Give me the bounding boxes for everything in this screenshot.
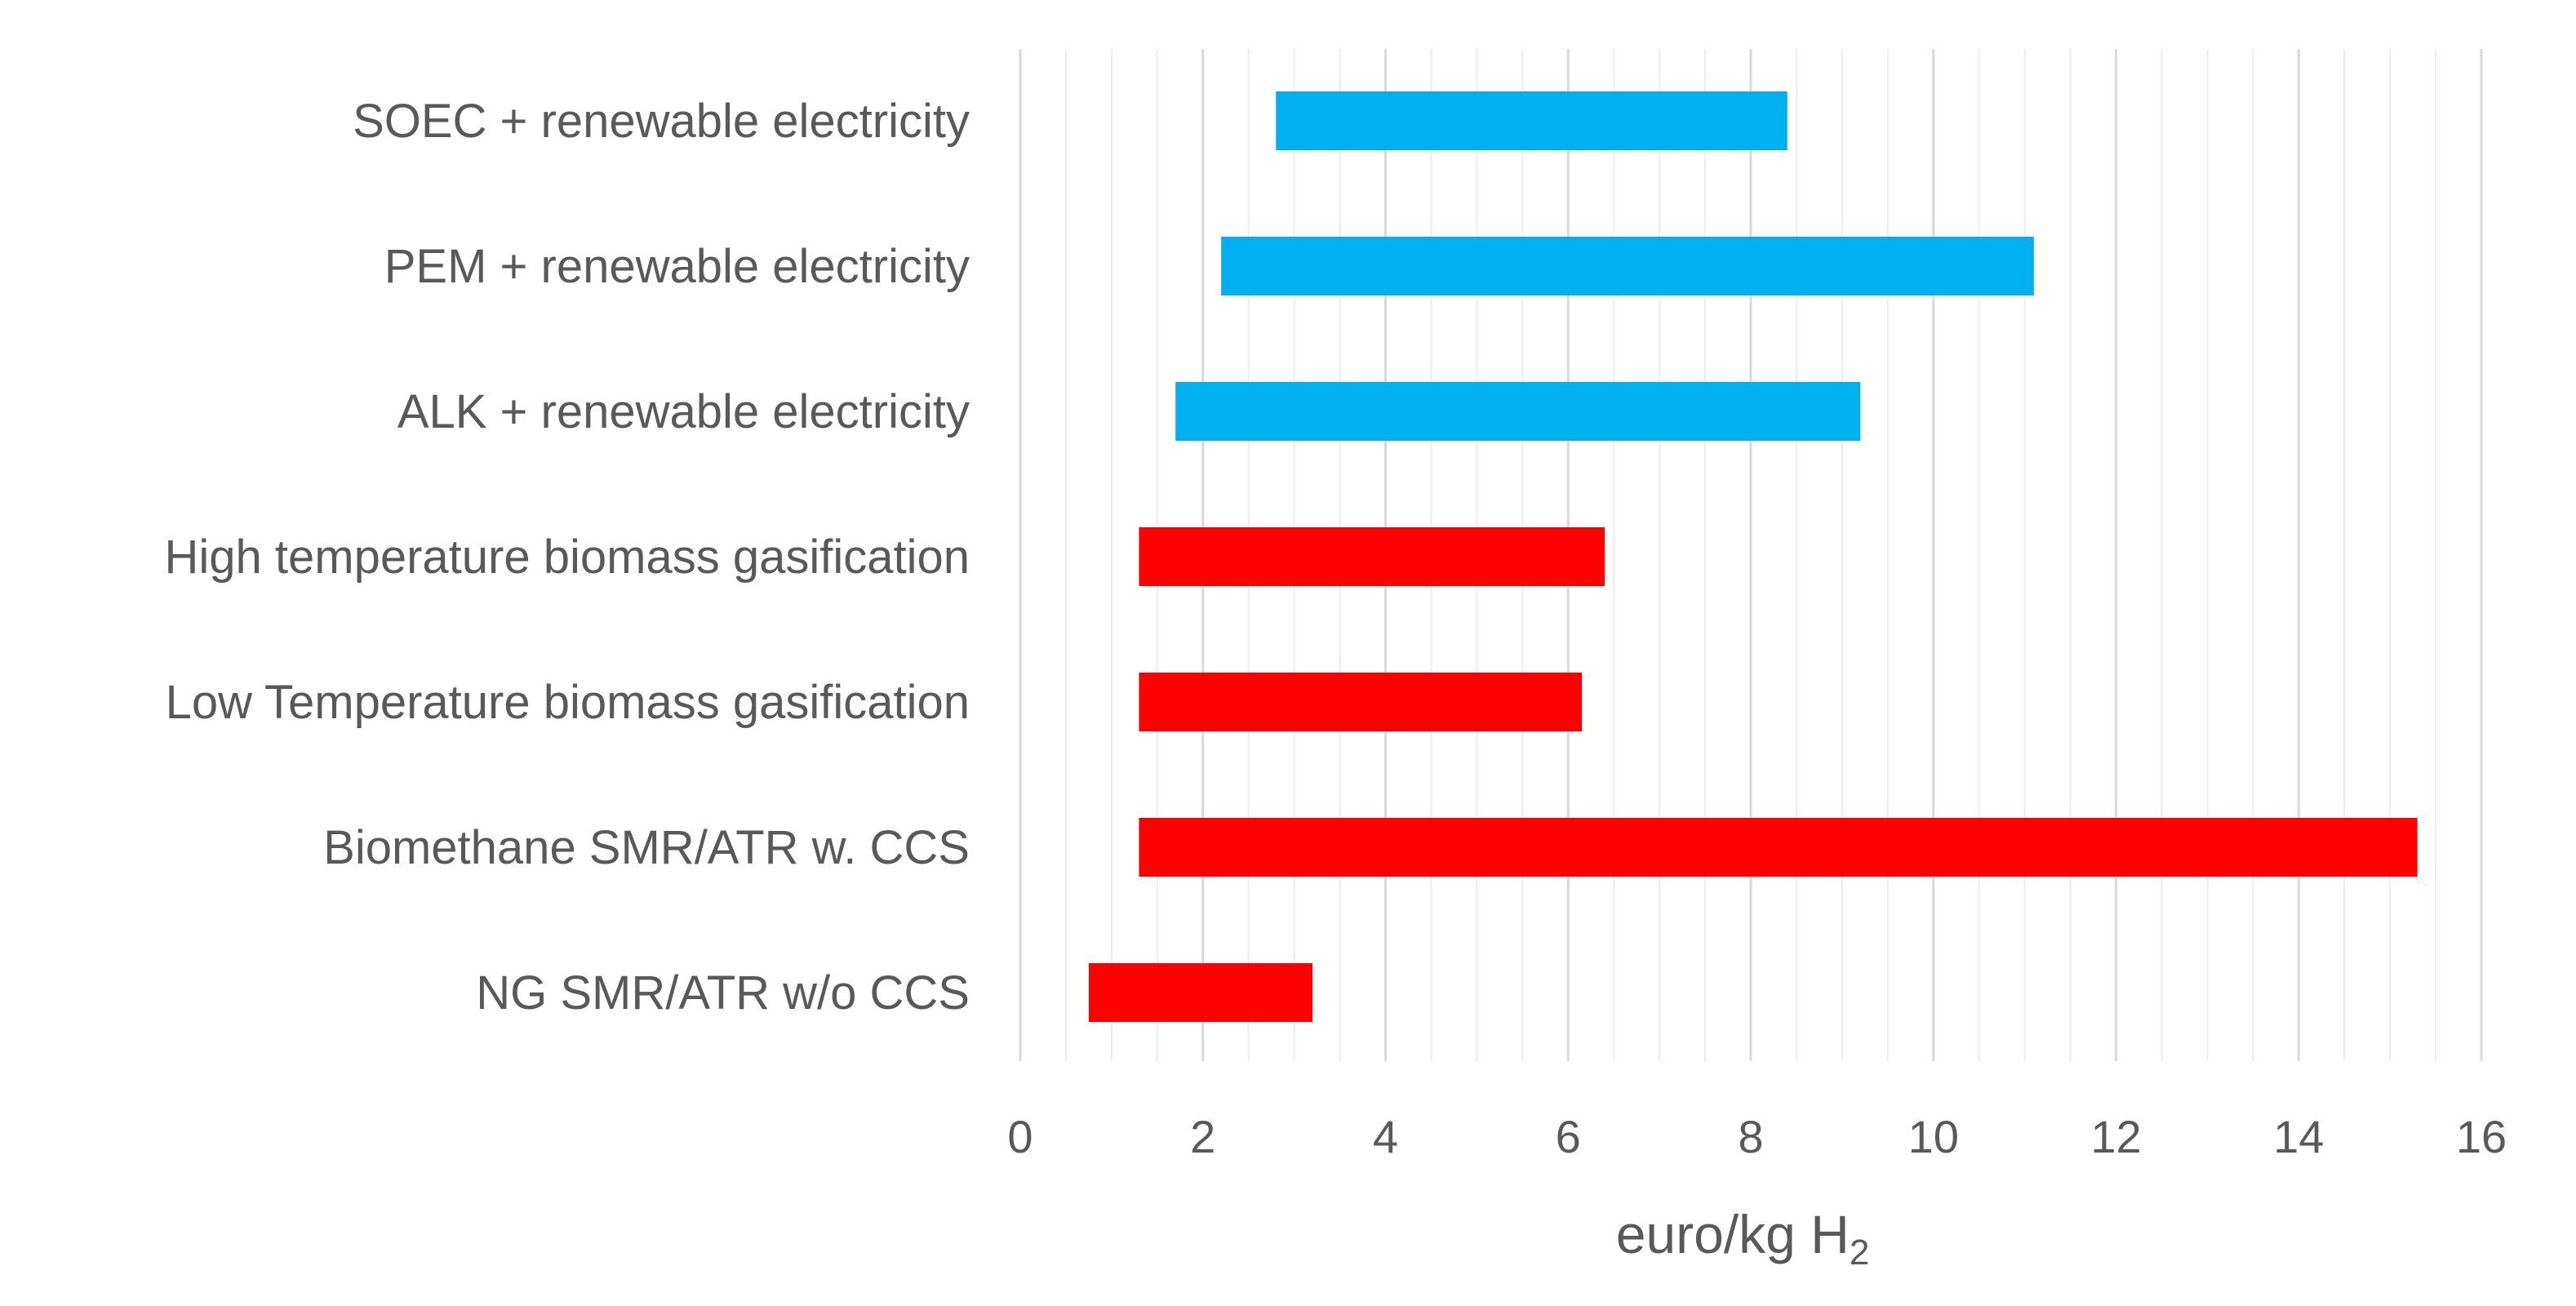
x-tick-label: 6 [1556,1111,1581,1162]
x-tick-label: 4 [1373,1111,1398,1162]
bar-range [1175,382,1861,441]
x-tick-label: 16 [2456,1111,2507,1162]
category-label: Low Temperature biomass gasification [166,676,970,729]
category-label: High temperature biomass gasification [165,531,970,584]
bars [1088,91,2418,1022]
category-label: Biomethane SMR/ATR w. CCS [323,821,970,874]
category-labels: SOEC + renewable electricity PEM + renewa… [165,95,970,1019]
x-axis-title: euro/kg H2 [1616,1204,1870,1273]
x-tick-label: 8 [1738,1111,1763,1162]
category-label: PEM + renewable electricity [384,240,970,293]
category-label: NG SMR/ATR w/o CCS [476,966,970,1019]
x-tick-label: 0 [1007,1111,1033,1162]
x-tick-label: 2 [1190,1111,1215,1162]
category-label: SOEC + renewable electricity [353,95,970,148]
bar-range [1139,527,1605,586]
x-tick-labels: 0 2 4 6 8 10 12 14 16 [1007,1111,2507,1162]
category-label: ALK + renewable electricity [398,385,970,438]
x-tick-label: 14 [2273,1111,2324,1162]
bar-range [1276,91,1788,150]
bar-range [1088,963,1312,1022]
x-tick-label: 10 [1908,1111,1959,1162]
x-tick-label: 12 [2090,1111,2141,1162]
bar-range [1139,673,1583,731]
bar-range [1139,818,2418,877]
bar-range [1221,237,2034,295]
